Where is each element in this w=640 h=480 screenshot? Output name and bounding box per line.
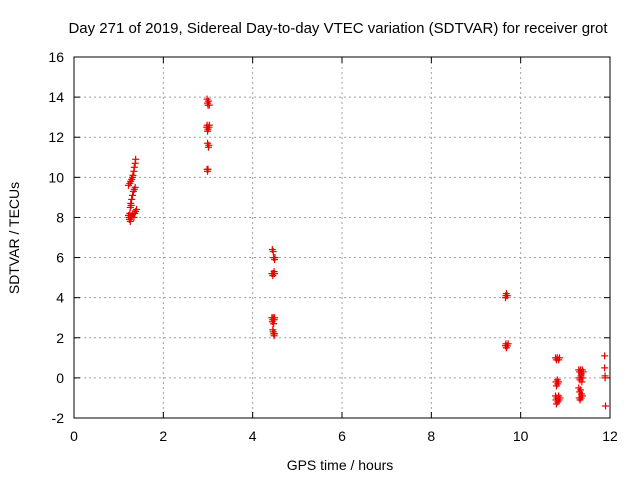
data-point [601, 364, 609, 372]
data-point [602, 402, 610, 410]
y-axis-label: SDTVAR / TECUs [6, 182, 22, 294]
data-point [205, 121, 213, 129]
y-tick-label: 14 [48, 89, 64, 105]
grid-lines [74, 57, 610, 418]
data-point [204, 165, 212, 173]
y-tick-label: 16 [48, 49, 64, 65]
x-tick-label: 2 [159, 428, 167, 444]
x-tick-label: 8 [427, 428, 435, 444]
data-point [130, 163, 138, 171]
x-tick-label: 12 [602, 428, 618, 444]
data-point [578, 378, 586, 386]
y-tick-label: 0 [56, 370, 64, 386]
data-point [504, 340, 512, 348]
y-tick-label: 12 [48, 129, 64, 145]
x-tick-label: 4 [249, 428, 257, 444]
y-tick-label: 10 [48, 169, 64, 185]
data-points [124, 95, 610, 410]
data-point [577, 386, 585, 394]
data-point [601, 352, 609, 360]
data-point [271, 330, 279, 338]
data-point [271, 270, 279, 278]
data-point [579, 368, 587, 376]
data-point [556, 394, 564, 402]
axis-ticks: 0 2 4 6 8 10 12 -2 0 2 4 6 8 10 12 14 16 [48, 49, 618, 444]
y-tick-label: 2 [56, 330, 64, 346]
data-point [556, 354, 564, 362]
data-point [127, 201, 135, 209]
x-tick-label: 0 [70, 428, 78, 444]
y-tick-label: 8 [56, 209, 64, 225]
data-point [503, 292, 511, 300]
data-point [555, 378, 563, 386]
data-point [126, 217, 134, 225]
y-tick-label: -2 [52, 410, 65, 426]
data-point [129, 191, 137, 199]
y-tick-label: 6 [56, 250, 64, 266]
data-point [128, 195, 136, 203]
data-point [269, 248, 277, 256]
data-point [130, 213, 138, 221]
data-point [601, 374, 609, 382]
data-point [578, 392, 586, 400]
data-point [129, 171, 137, 179]
chart-title: Day 271 of 2019, Sidereal Day-to-day VTE… [68, 20, 608, 37]
y-tick-label: 4 [56, 290, 64, 306]
x-axis-label: GPS time / hours [287, 457, 394, 473]
x-tick-label: 10 [513, 428, 529, 444]
data-point [132, 155, 140, 163]
data-point [271, 254, 279, 262]
data-point [271, 314, 279, 322]
data-point [204, 97, 212, 105]
x-tick-label: 6 [338, 428, 346, 444]
data-point [579, 374, 587, 382]
data-point [131, 183, 139, 191]
plot-frame [73, 56, 611, 419]
data-point [205, 101, 213, 109]
data-point [205, 141, 213, 149]
data-point [133, 205, 141, 213]
